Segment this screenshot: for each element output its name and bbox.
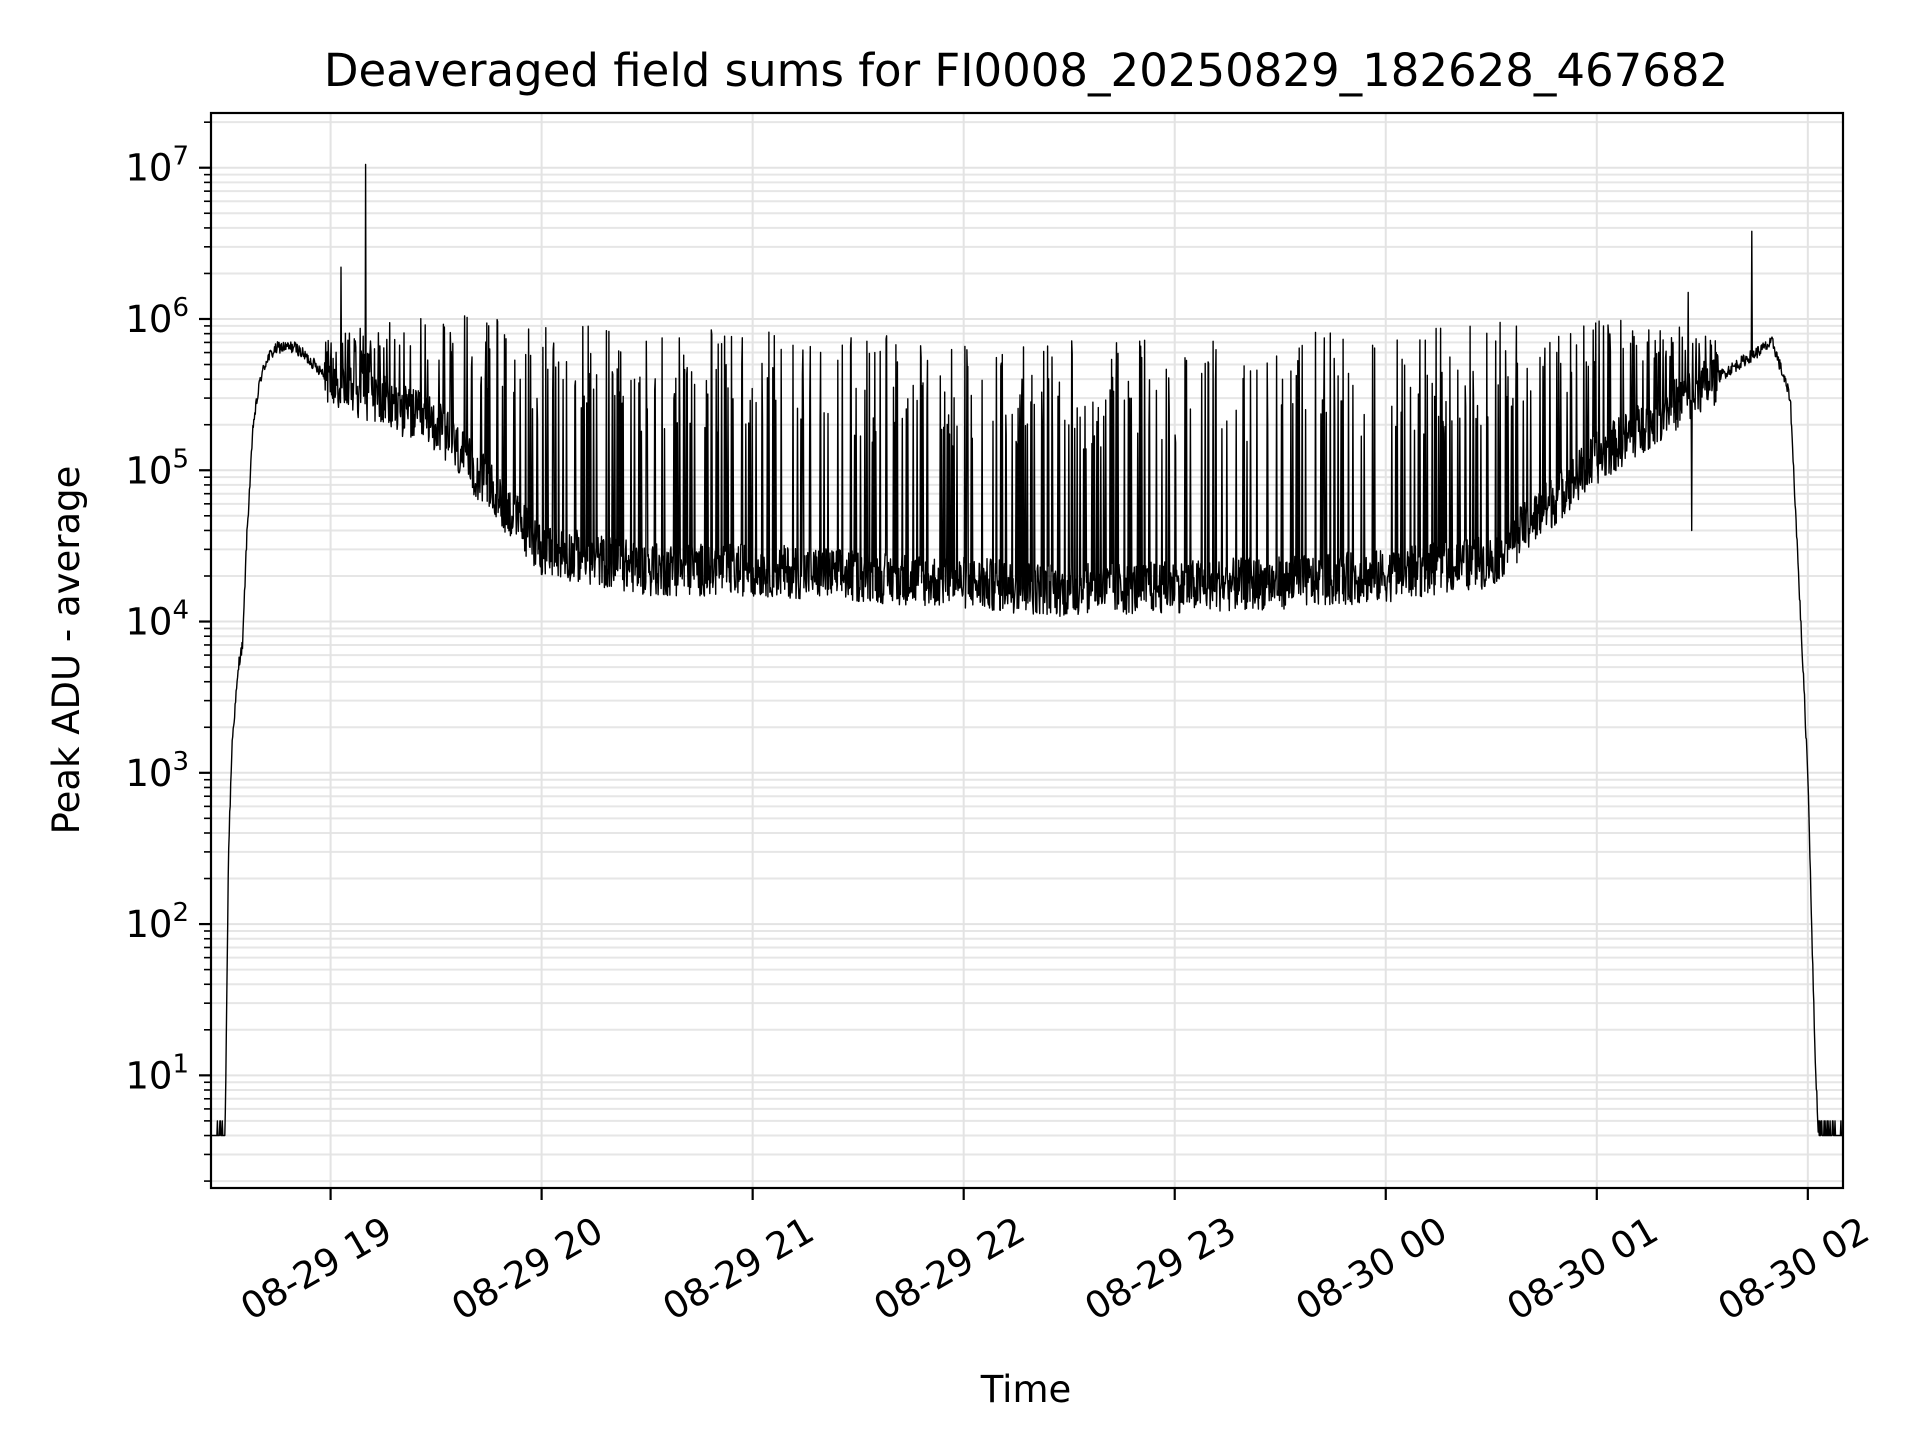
chart-title: Deaveraged field sums for FI0008_2025082… [324, 44, 1728, 97]
x-tick-label: 08-30 00 [1289, 1209, 1455, 1329]
x-tick-label: 08-30 01 [1500, 1209, 1666, 1329]
y-tick-label: 104 [125, 596, 189, 644]
x-axis-label: Time [980, 1368, 1072, 1411]
y-axis-label: Peak ADU - average [45, 466, 88, 835]
x-tick-label: 08-30 02 [1711, 1209, 1877, 1329]
x-tick-label: 08-29 21 [656, 1209, 822, 1329]
x-axis: 08-29 19 08-29 20 08-29 21 08-29 22 08-29 23… [234, 1188, 1877, 1329]
grid-lines [211, 113, 1843, 1188]
x-tick-label: 08-29 23 [1078, 1209, 1244, 1329]
y-axis: 101 102 103 104 105 106 107 [125, 121, 211, 1182]
series-line [210, 163, 1844, 1137]
y-tick-label: 105 [125, 444, 189, 492]
x-tick-label: 08-29 20 [445, 1209, 611, 1329]
y-tick-label: 107 [125, 142, 189, 190]
y-tick-label: 106 [125, 293, 189, 341]
y-tick-label: 101 [125, 1049, 189, 1097]
x-tick-label: 08-29 19 [234, 1209, 400, 1329]
plot-frame [209, 111, 1845, 1190]
y-tick-label: 102 [125, 898, 189, 946]
x-tick-label: 08-29 22 [867, 1209, 1033, 1329]
series-layer [210, 163, 1844, 1137]
y-tick-label: 103 [125, 747, 189, 795]
